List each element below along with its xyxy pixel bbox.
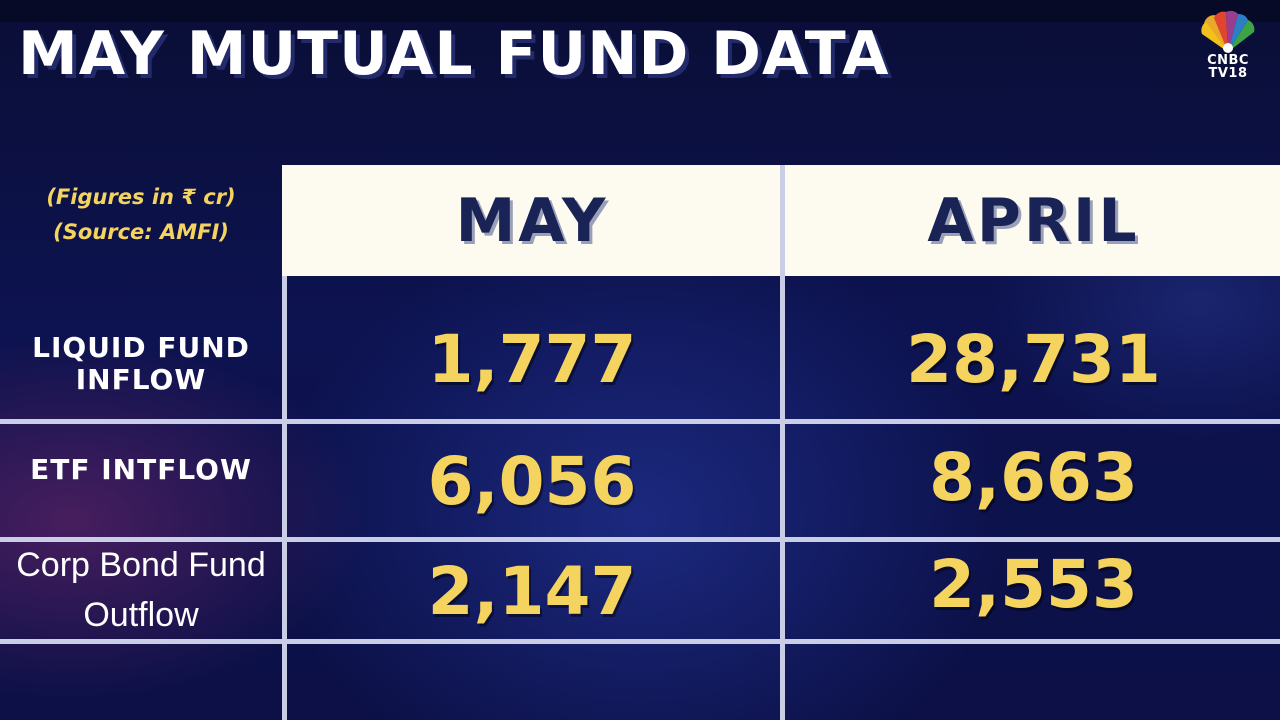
- row-label-line: Outflow: [83, 596, 199, 634]
- page-title: MAY MUTUAL FUND DATA: [18, 19, 890, 89]
- channel-logo: CNBC TV18: [1188, 10, 1268, 86]
- row-label-liquid-fund-inflow: LIQUID FUND INFLOW: [0, 332, 282, 396]
- row-label-etf-inflow: ETF INTFLOW: [0, 454, 282, 486]
- row-label-line: ETF INTFLOW: [30, 453, 252, 486]
- units-note: (Figures in ₹ cr): [46, 185, 236, 209]
- value-may-etf: 6,056: [427, 443, 637, 520]
- row-divider: [0, 419, 1280, 424]
- row-label-corp-bond-fund-outflow: Corp Bond Fund Outflow: [0, 540, 282, 640]
- grid-line-middle: [780, 165, 785, 720]
- source-note: (Source: AMFI): [53, 220, 229, 244]
- top-strip: [0, 0, 1280, 22]
- row-divider: [0, 639, 1280, 644]
- row-label-line: Corp Bond Fund: [16, 546, 266, 584]
- row-divider: [0, 537, 1280, 542]
- value-may-liquid-fund: 1,777: [427, 321, 637, 398]
- figure-notes: (Figures in ₹ cr) (Source: AMFI): [0, 180, 282, 250]
- column-header-may: MAY: [455, 185, 609, 256]
- value-may-corp-bond: 2,147: [427, 553, 637, 630]
- value-april-corp-bond: 2,553: [929, 546, 1138, 623]
- row-label-line: LIQUID FUND: [32, 331, 250, 364]
- grid-line-left: [282, 276, 287, 720]
- value-april-etf: 8,663: [929, 439, 1138, 516]
- peacock-icon: [1201, 10, 1255, 53]
- column-header-april: APRIL: [927, 185, 1140, 256]
- logo-text-tv18: TV18: [1208, 66, 1248, 81]
- logo-text-cnbc: CNBC: [1207, 53, 1249, 68]
- value-april-liquid-fund: 28,731: [906, 321, 1161, 398]
- row-label-line: INFLOW: [75, 363, 207, 396]
